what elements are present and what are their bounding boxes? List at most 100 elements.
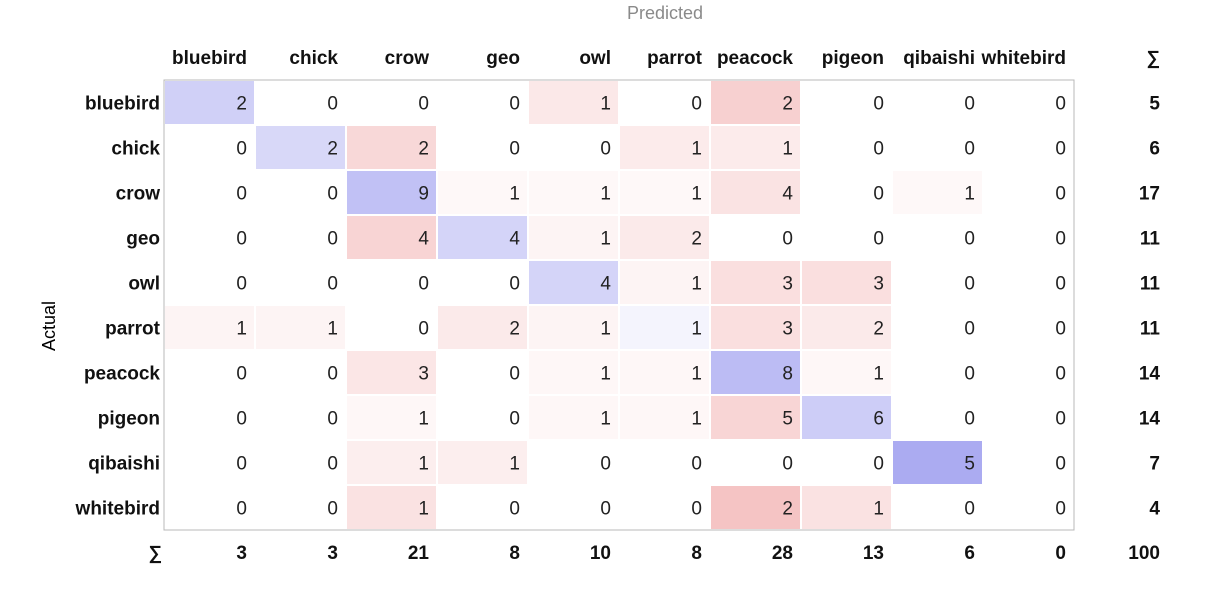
column-sum: 0 — [1055, 543, 1066, 564]
column-header: owl — [579, 48, 611, 69]
column-sum: 28 — [772, 543, 793, 564]
cell-value: 0 — [236, 409, 247, 430]
cell-bg — [802, 486, 891, 529]
cell-value: 0 — [327, 229, 338, 250]
cell-bg — [711, 306, 800, 349]
cell-bg — [620, 216, 709, 259]
cell-bg — [620, 306, 709, 349]
cell-value: 0 — [1055, 409, 1066, 430]
cell-value: 1 — [236, 319, 247, 340]
row-sum: 14 — [1139, 409, 1161, 430]
cell-value: 0 — [964, 409, 975, 430]
cell-value: 1 — [600, 364, 611, 385]
cell-bg — [165, 81, 254, 124]
row-header: crow — [116, 184, 161, 205]
cell-value: 0 — [1055, 499, 1066, 520]
cell-value: 1 — [691, 274, 702, 295]
cell-value: 0 — [327, 184, 338, 205]
cell-bg — [347, 351, 436, 394]
cell-value: 2 — [873, 319, 884, 340]
cell-value: 0 — [509, 499, 520, 520]
cell-value: 1 — [418, 499, 429, 520]
cell-value: 0 — [964, 274, 975, 295]
row-header: geo — [126, 229, 160, 250]
cell-value: 0 — [964, 319, 975, 340]
row-header: bluebird — [85, 94, 160, 115]
cell-value: 0 — [236, 229, 247, 250]
cell-value: 9 — [418, 184, 429, 205]
cell-bg — [802, 261, 891, 304]
cell-value: 2 — [509, 319, 520, 340]
cell-bg — [347, 486, 436, 529]
cell-value: 0 — [964, 139, 975, 160]
cell-value: 1 — [600, 184, 611, 205]
cell-bg — [802, 396, 891, 439]
cell-value: 0 — [691, 94, 702, 115]
cell-value: 1 — [873, 499, 884, 520]
cell-value: 2 — [327, 139, 338, 160]
row-sum: 11 — [1140, 319, 1161, 340]
cell-bg — [711, 351, 800, 394]
cell-value: 0 — [509, 274, 520, 295]
cell-value: 0 — [327, 499, 338, 520]
column-sum: 3 — [327, 543, 338, 564]
cell-value: 1 — [691, 409, 702, 430]
cell-value: 0 — [327, 274, 338, 295]
cell-value: 0 — [418, 274, 429, 295]
cell-bg — [620, 171, 709, 214]
row-sum: 11 — [1140, 229, 1161, 250]
cell-value: 0 — [691, 454, 702, 475]
cell-value: 5 — [964, 454, 975, 475]
cell-value: 2 — [418, 139, 429, 160]
row-headers: bluebird chick crow geo owl parrot peacock pige… — [75, 94, 161, 520]
cell-value: 8 — [782, 364, 793, 385]
cell-value: 0 — [873, 94, 884, 115]
cell-value: 4 — [600, 274, 611, 295]
cell-value: 0 — [782, 454, 793, 475]
cell-value: 0 — [1055, 364, 1066, 385]
cell-value: 0 — [509, 139, 520, 160]
column-header: pigeon — [822, 48, 884, 69]
cell-value: 0 — [1055, 229, 1066, 250]
cell-value: 1 — [600, 409, 611, 430]
row-header: whitebird — [75, 499, 160, 520]
column-header: peacock — [717, 48, 793, 69]
cell-value: 0 — [236, 499, 247, 520]
cell-value: 1 — [691, 184, 702, 205]
cell-bg — [620, 396, 709, 439]
cell-value: 0 — [873, 454, 884, 475]
cell-bg — [802, 351, 891, 394]
row-sum-symbol: ∑ — [1146, 48, 1160, 69]
cell-bg — [529, 306, 618, 349]
cell-value: 0 — [327, 94, 338, 115]
column-sum: 8 — [691, 543, 702, 564]
cell-bg — [256, 306, 345, 349]
cell-value: 0 — [873, 229, 884, 250]
col-sum-symbol: ∑ — [148, 543, 162, 564]
cell-value: 1 — [691, 364, 702, 385]
row-header: pigeon — [98, 409, 160, 430]
column-header: crow — [385, 48, 430, 69]
cell-bg — [529, 396, 618, 439]
cell-value: 4 — [418, 229, 429, 250]
cell-bg — [711, 81, 800, 124]
cell-bg — [529, 351, 618, 394]
column-sum: 10 — [590, 543, 611, 564]
cell-value: 0 — [327, 454, 338, 475]
cell-value: 0 — [509, 409, 520, 430]
cell-value: 0 — [600, 499, 611, 520]
cell-value: 0 — [600, 454, 611, 475]
cell-value: 0 — [873, 184, 884, 205]
cell-bg — [347, 441, 436, 484]
cell-bg — [711, 396, 800, 439]
cell-bg — [347, 171, 436, 214]
cell-bg — [711, 126, 800, 169]
cell-bg — [893, 171, 982, 214]
column-sum: 21 — [408, 543, 430, 564]
cell-bg — [438, 171, 527, 214]
cell-value: 0 — [418, 319, 429, 340]
row-header: qibaishi — [88, 454, 160, 475]
total-sum: 100 — [1128, 543, 1160, 564]
row-header: parrot — [105, 319, 161, 340]
cell-bg — [802, 306, 891, 349]
